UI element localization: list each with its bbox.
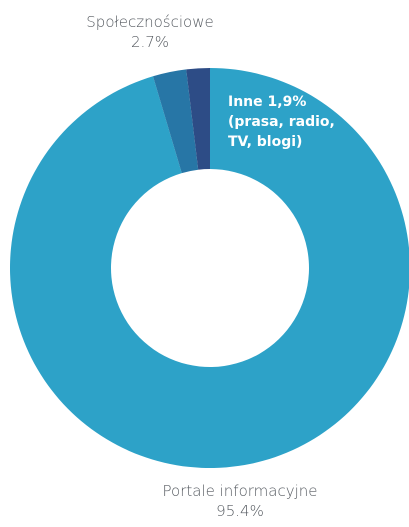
slice-label-portals-value: 95.4%: [216, 502, 264, 520]
slice-label-other-name: Inne 1,9%: [228, 94, 307, 110]
slice-label-social-value: 2.7%: [130, 33, 170, 51]
slice-label-social: Społecznościowe 2.7%: [60, 12, 240, 52]
slice-label-social-name: Społecznościowe: [86, 13, 214, 31]
slice-label-portals: Portale informacyjne 95.4%: [120, 481, 360, 521]
slice-label-portals-name: Portale informacyjne: [162, 482, 318, 500]
slice-other: [186, 68, 210, 170]
slice-portals: [10, 68, 409, 468]
slice-label-other: Inne 1,9% (prasa, radio, TV, blogi): [228, 92, 358, 152]
slice-social: [152, 69, 199, 174]
slice-label-other-detail: (prasa, radio, TV, blogi): [228, 114, 335, 150]
